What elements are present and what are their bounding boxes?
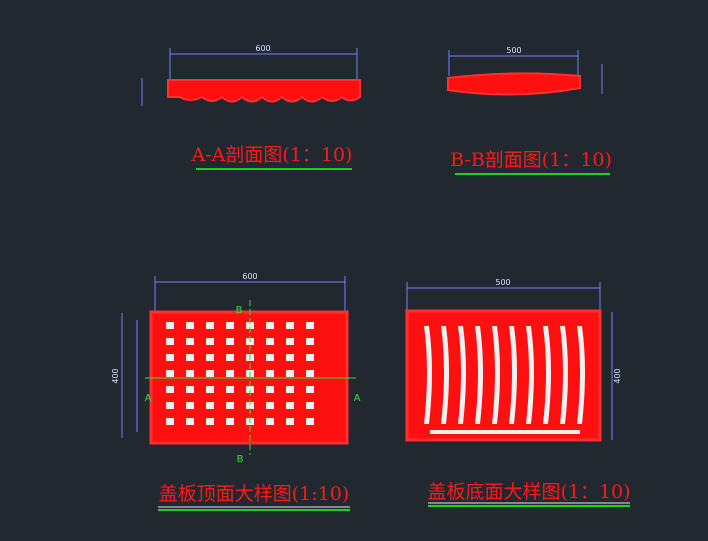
hole xyxy=(226,402,234,409)
hole xyxy=(246,402,254,409)
section-b-b: 500 B-B剖面图(1：10) xyxy=(447,46,612,175)
hole xyxy=(166,402,174,409)
dimension-text: 600 xyxy=(255,44,270,53)
hole xyxy=(306,338,314,345)
rib xyxy=(424,326,432,424)
hole xyxy=(266,386,274,393)
hole xyxy=(306,370,314,377)
dimension-text: 400 xyxy=(111,368,120,383)
view-title: 盖板底面大样图(1：10) xyxy=(427,481,630,503)
section-shape xyxy=(447,72,581,96)
hole xyxy=(226,370,234,377)
hole xyxy=(206,338,214,345)
section-mark: A xyxy=(145,393,152,404)
hole xyxy=(206,386,214,393)
hole xyxy=(226,322,234,329)
section-a-a: 600 A-A剖面图(1：10) xyxy=(141,44,361,170)
top-view: 600 400 A A B B 盖板顶面大样图(1:10) xyxy=(111,272,361,511)
section-mark: B xyxy=(236,305,243,316)
hole xyxy=(306,322,314,329)
hole-grid xyxy=(166,322,314,425)
hole xyxy=(186,354,194,361)
plate xyxy=(405,309,602,442)
hole xyxy=(286,338,294,345)
rib xyxy=(560,326,568,424)
hole xyxy=(206,370,214,377)
hole xyxy=(286,418,294,425)
view-title: A-A剖面图(1：10) xyxy=(191,144,353,166)
hole xyxy=(186,418,194,425)
hole xyxy=(286,370,294,377)
hole xyxy=(266,370,274,377)
hole xyxy=(166,338,174,345)
hole xyxy=(226,354,234,361)
hole xyxy=(246,322,254,329)
hole xyxy=(266,418,274,425)
hole xyxy=(166,354,174,361)
rib xyxy=(441,326,449,424)
hole xyxy=(166,418,174,425)
rib xyxy=(458,326,466,424)
hole xyxy=(306,386,314,393)
hole xyxy=(166,322,174,329)
dimension-text: 500 xyxy=(506,46,521,55)
bottom-view: 500 400 盖板底面大样图(1：10) xyxy=(405,278,631,507)
rib-pattern xyxy=(424,326,585,424)
hole xyxy=(266,338,274,345)
hole xyxy=(206,322,214,329)
hole xyxy=(306,418,314,425)
hole xyxy=(266,354,274,361)
dimension-text: 400 xyxy=(613,368,622,383)
hole xyxy=(226,386,234,393)
dimension-text: 500 xyxy=(495,278,510,287)
hole xyxy=(226,338,234,345)
rib xyxy=(577,326,585,424)
section-mark: B xyxy=(237,454,244,465)
hole xyxy=(286,386,294,393)
hole xyxy=(226,418,234,425)
rib xyxy=(543,326,551,424)
dimension-text: 600 xyxy=(242,272,257,281)
rib xyxy=(492,326,500,424)
hole xyxy=(166,370,174,377)
hole xyxy=(266,322,274,329)
hole xyxy=(306,354,314,361)
hole xyxy=(286,322,294,329)
hole xyxy=(206,402,214,409)
rib xyxy=(430,430,580,434)
hole xyxy=(186,386,194,393)
hole xyxy=(186,338,194,345)
hole xyxy=(246,386,254,393)
hole xyxy=(186,402,194,409)
section-shape xyxy=(167,79,361,103)
hole xyxy=(186,370,194,377)
rib xyxy=(475,326,483,424)
rib xyxy=(526,326,534,424)
hole xyxy=(206,354,214,361)
hole xyxy=(306,402,314,409)
hole xyxy=(286,402,294,409)
hole xyxy=(206,418,214,425)
hole xyxy=(266,402,274,409)
hole xyxy=(166,386,174,393)
view-title: B-B剖面图(1：10) xyxy=(450,149,612,171)
hole xyxy=(286,354,294,361)
rib xyxy=(509,326,517,424)
hole xyxy=(186,322,194,329)
section-mark: A xyxy=(354,393,361,404)
view-title: 盖板顶面大样图(1:10) xyxy=(159,483,350,505)
